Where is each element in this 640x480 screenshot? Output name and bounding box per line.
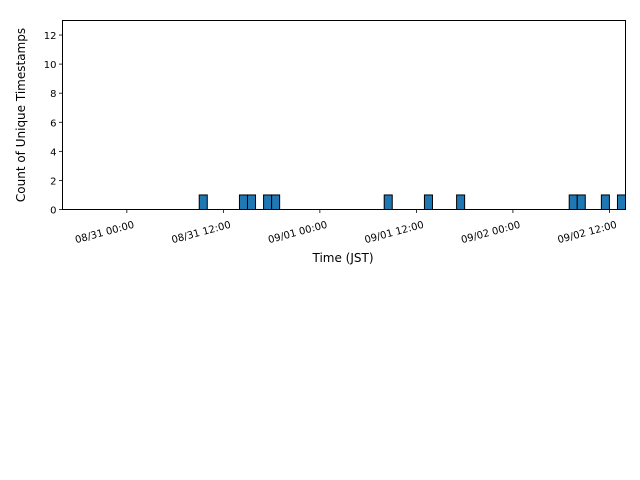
y-tick-label-3: 6 (50, 118, 56, 129)
bar-3 (263, 194, 273, 211)
bar-5 (383, 194, 393, 211)
y-tick-label-4: 8 (50, 89, 56, 100)
bar-9 (576, 194, 586, 211)
bar-2 (246, 194, 257, 211)
bars-group (198, 194, 627, 211)
x-ticks-group: 08/31 00:00 08/31 12:00 09/01 00:00 09/01 1… (74, 209, 619, 246)
y-axis-label: Count of Unique Timestamps (14, 28, 28, 202)
bar-4 (271, 194, 281, 211)
x-tick-label-5: 09/02 12:00 (557, 220, 619, 246)
x-tick-label-1: 08/31 12:00 (171, 220, 233, 246)
bar-0 (198, 194, 208, 211)
x-tick-label-2: 09/01 00:00 (267, 220, 329, 246)
plot-frame (62, 20, 626, 210)
y-tick-label-1: 2 (50, 176, 56, 187)
y-tick-label-6: 12 (44, 31, 57, 42)
y-ticks-group: 0 2 4 6 8 10 12 (44, 31, 63, 217)
bar-1 (238, 194, 248, 211)
x-tick-label-4: 09/02 00:00 (460, 220, 522, 246)
x-tick-label-0: 08/31 00:00 (74, 220, 136, 246)
x-axis-label: Time (JST) (311, 251, 373, 265)
bar-7 (456, 194, 466, 211)
bar-6 (423, 194, 433, 211)
y-tick-label-5: 10 (44, 60, 57, 71)
y-tick-label-0: 0 (50, 206, 56, 217)
bar-8 (568, 194, 578, 211)
y-tick-label-2: 4 (50, 147, 56, 158)
bar-11 (616, 194, 627, 211)
x-tick-label-3: 09/01 12:00 (364, 220, 426, 246)
bar-10 (600, 194, 610, 211)
